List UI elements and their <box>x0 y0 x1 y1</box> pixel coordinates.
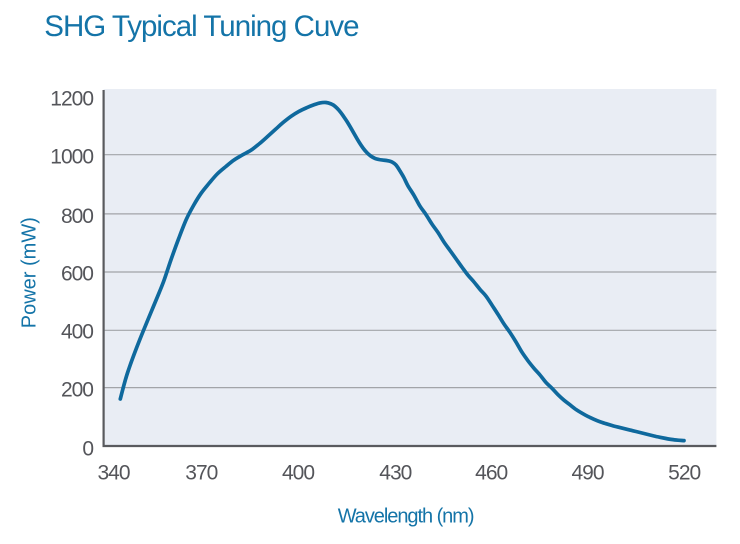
svg-text:Power (mW): Power (mW) <box>19 217 41 328</box>
svg-text:800: 800 <box>61 205 93 228</box>
svg-text:400: 400 <box>61 321 93 344</box>
svg-text:SHG Typical Tuning Cuve: SHG Typical Tuning Cuve <box>44 10 359 43</box>
svg-text:460: 460 <box>475 461 507 484</box>
svg-text:1200: 1200 <box>50 88 93 111</box>
svg-text:200: 200 <box>61 379 93 402</box>
svg-text:430: 430 <box>379 461 411 484</box>
svg-text:Wavelength (nm): Wavelength (nm) <box>338 505 474 527</box>
svg-text:1000: 1000 <box>50 146 93 169</box>
svg-text:370: 370 <box>185 461 217 484</box>
svg-text:490: 490 <box>571 461 603 484</box>
svg-text:340: 340 <box>97 461 129 484</box>
svg-text:400: 400 <box>282 461 314 484</box>
svg-text:0: 0 <box>82 437 93 460</box>
svg-text:520: 520 <box>668 461 700 484</box>
svg-text:600: 600 <box>61 263 93 286</box>
